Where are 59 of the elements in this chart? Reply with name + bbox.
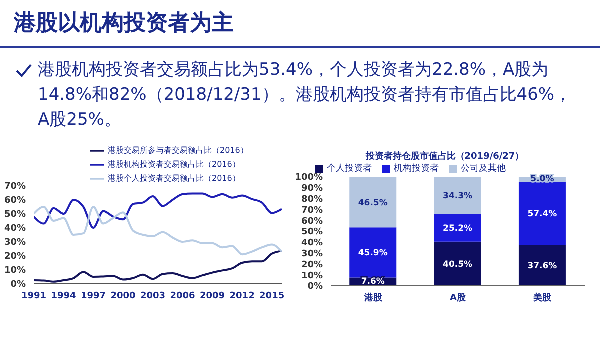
legend-label: 机构投资者 <box>394 164 439 174</box>
x-tick-label: 2000 <box>110 291 136 302</box>
legend-label: 港股个人投资者交易额占比（2016） <box>108 174 240 184</box>
x-tick-label: 1994 <box>51 291 76 302</box>
text: 港股机构投资者交易额占比为53.4%，个人投资者为22.8%，A股为14.8%和82%（2018/12/31）。港股机构投资者持有市值占比46%，A股25%。 <box>38 60 572 130</box>
y-tick-label: 30% <box>4 238 26 248</box>
data-label: 7.6% <box>361 276 386 287</box>
y-tick-label: 90% <box>301 184 323 194</box>
data-label: 5.0% <box>530 174 555 185</box>
y-tick-label: 60% <box>4 196 26 206</box>
x-tick-label: 1991 <box>21 291 47 302</box>
x-tick-label: 美股 <box>532 292 553 304</box>
y-tick-label: 0% <box>10 280 26 290</box>
legend-label: 个人投资者 <box>327 164 372 174</box>
x-tick-label: A股 <box>450 292 467 304</box>
y-tick-label: 20% <box>4 252 26 262</box>
y-tick-label: 70% <box>301 206 323 216</box>
y-tick-label: 50% <box>301 228 323 238</box>
y-tick-label: 20% <box>301 260 323 270</box>
data-label: 57.4% <box>528 210 558 220</box>
bar <box>350 177 397 228</box>
y-tick-label: 0% <box>308 282 323 292</box>
line-series <box>34 192 282 229</box>
y-tick-label: 10% <box>4 266 26 276</box>
y-tick-label: 70% <box>4 182 26 192</box>
bar <box>434 177 482 214</box>
chart-title: 投资者持仓股市值占比（2019/6/27） <box>364 150 526 162</box>
x-tick-label: 2006 <box>170 291 196 302</box>
bar <box>434 214 482 242</box>
y-tick-label: 50% <box>4 210 26 220</box>
data-label: 40.5% <box>443 260 474 270</box>
x-tick-label: 2003 <box>140 291 166 302</box>
bar <box>434 242 482 286</box>
bar <box>518 182 566 246</box>
y-tick-label: 100% <box>295 173 323 184</box>
bar <box>350 228 397 278</box>
line-series <box>34 250 282 283</box>
bar <box>518 245 566 286</box>
x-tick-label: 2009 <box>200 291 226 302</box>
data-label: 46.5% <box>358 198 388 208</box>
data-label: 25.2% <box>443 224 474 234</box>
data-label: 45.9% <box>358 248 388 259</box>
data-label: 34.3% <box>443 192 474 202</box>
line-series <box>34 206 282 256</box>
y-tick-label: 30% <box>301 249 323 260</box>
y-tick-label: 40% <box>4 224 26 234</box>
x-tick-label: 2015 <box>260 291 285 302</box>
legend-label: 公司及其他 <box>461 164 506 174</box>
x-tick-label: 2012 <box>230 291 255 302</box>
y-tick-label: 60% <box>301 216 323 227</box>
text: 港股以机构投资者为主 <box>14 10 234 38</box>
y-tick-label: 80% <box>301 194 323 205</box>
legend-label: 港股交易所参与者交易额占比（2016） <box>108 146 248 156</box>
x-tick-label: 港股 <box>363 292 384 304</box>
y-tick-label: 10% <box>301 271 323 282</box>
data-label: 37.6% <box>528 262 558 272</box>
y-tick-label: 40% <box>301 238 323 249</box>
legend-label: 港股机构投资者交易额占比（2016） <box>108 160 240 170</box>
x-tick-label: 1997 <box>80 291 106 302</box>
